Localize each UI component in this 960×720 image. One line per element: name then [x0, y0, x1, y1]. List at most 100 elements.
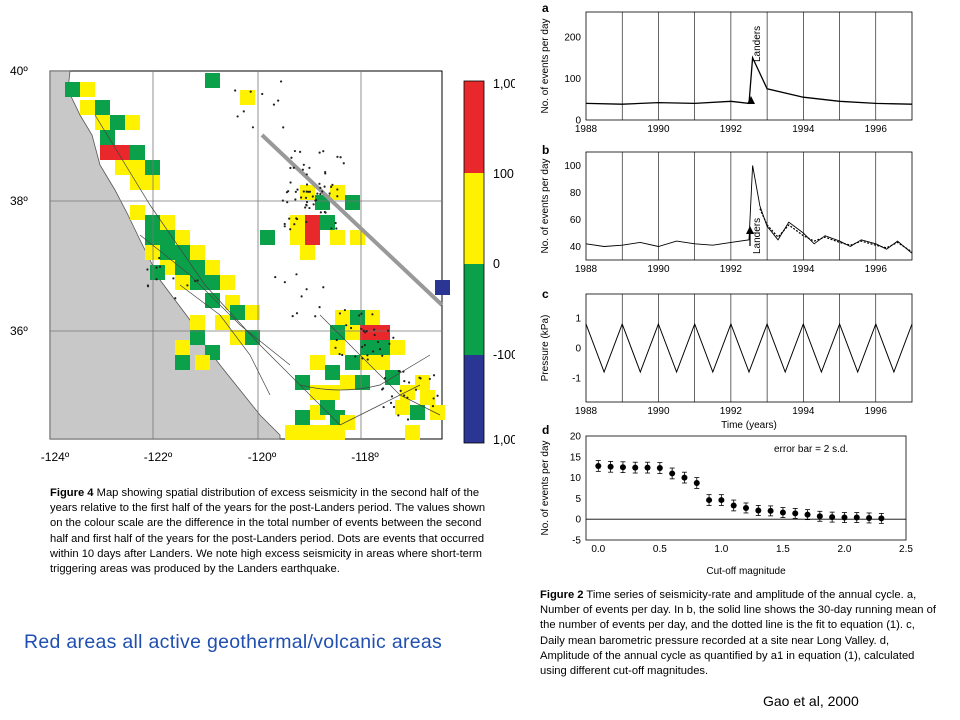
map-event-dot — [330, 227, 333, 230]
map-event-dot — [381, 388, 384, 391]
map-event-dot — [403, 380, 406, 383]
map-event-dot — [305, 203, 308, 206]
map-event-dot — [299, 150, 302, 153]
citation-credit: Gao et al, 2000 — [763, 693, 859, 709]
map-event-dot — [304, 206, 307, 209]
map-event-dot — [403, 394, 406, 397]
map-event-dot — [335, 227, 338, 230]
map-event-dot — [286, 201, 289, 204]
map-cell — [130, 160, 145, 175]
y-tick-label: 0 — [575, 515, 581, 526]
map-cell — [205, 293, 220, 308]
map-event-dot — [365, 329, 368, 333]
figure2-caption: Figure 2 Time series of seismicity-rate … — [540, 588, 940, 679]
map-event-dot — [321, 190, 324, 193]
map-event-dot — [432, 374, 436, 377]
y-tick-label: -5 — [572, 536, 581, 547]
map-cell — [95, 100, 110, 115]
map-event-dot — [283, 222, 286, 226]
map-event-dot — [361, 357, 364, 360]
y-tick-label: 1 — [575, 314, 581, 325]
map-event-dot — [376, 340, 380, 344]
map-cell — [205, 275, 220, 290]
y-tick-label: 100 — [564, 161, 581, 172]
panel-c: c -1 0 1 1988 1990 1992 1994 1996 Pressure (kP… — [540, 287, 913, 431]
map-event-dot — [305, 200, 309, 204]
figure4-map: 40º 38º 36º -124º -122º -120º -118º 1,00… — [10, 64, 515, 464]
colorbar-yellow — [464, 173, 484, 264]
map-cell — [190, 245, 205, 260]
map-event-dot — [354, 355, 357, 358]
map-cell — [100, 130, 115, 145]
map-event-dot — [349, 326, 353, 330]
map-event-dot — [277, 99, 280, 102]
x-tick-label: 0.5 — [653, 544, 667, 555]
lon-label-120: -120º — [248, 450, 277, 464]
data-point — [644, 464, 651, 471]
panel-b: b 40 60 80 100 1988 1990 1992 1994 1996 No. of … — [540, 143, 913, 275]
map-event-dot — [274, 275, 277, 279]
map-event-dot — [381, 354, 384, 357]
panel-d-xlabel: Cut-off magnitude — [706, 566, 786, 577]
data-point — [841, 514, 848, 521]
panel-d-annotation: error bar = 2 s.d. — [774, 444, 848, 455]
map-cell — [110, 115, 125, 130]
figure4-caption-text: Map showing spatial distribution of exce… — [50, 487, 486, 576]
data-point — [681, 474, 688, 481]
map-cell — [360, 340, 375, 355]
map-event-dot — [158, 265, 162, 268]
map-lon-labels: -124º -122º -120º -118º — [41, 450, 380, 464]
colorbar: 1,000 100 0 -100 1,000 — [463, 77, 515, 447]
lon-label-124: -124º — [41, 450, 70, 464]
map-cell — [330, 230, 345, 245]
map-event-dot — [316, 192, 319, 195]
y-tick-label: 100 — [564, 74, 581, 85]
map-event-dot — [338, 352, 341, 356]
x-tick-label: 1994 — [792, 406, 815, 417]
x-tick-label: 1994 — [792, 264, 815, 275]
map-event-dot — [289, 181, 292, 184]
map-cell — [130, 175, 145, 190]
data-point — [878, 515, 885, 522]
map-event-dot — [172, 277, 175, 280]
map-event-dot — [295, 312, 299, 315]
map-event-dot — [362, 329, 365, 332]
map-event-dot — [323, 210, 326, 214]
map-cell — [145, 230, 160, 245]
map-cell — [150, 265, 165, 280]
map-event-dot — [305, 288, 308, 291]
map-event-dot — [406, 396, 409, 399]
data-point — [669, 470, 676, 477]
map-lat-labels: 40º 38º 36º — [10, 64, 28, 338]
map-cell — [190, 260, 205, 275]
lon-label-118: -118º — [351, 450, 379, 464]
map-event-dot — [334, 221, 337, 225]
map-event-dot — [293, 223, 296, 226]
map-event-dot — [242, 110, 245, 113]
map-cell — [160, 215, 175, 230]
map-event-dot — [301, 168, 305, 171]
map-event-dot — [336, 195, 339, 198]
panel-d-letter: d — [542, 423, 549, 437]
map-event-dot — [431, 404, 435, 408]
map-event-dot — [291, 315, 294, 318]
map-event-dot — [292, 166, 295, 169]
data-point — [743, 504, 749, 511]
map-cell — [375, 325, 390, 340]
map-cell — [230, 305, 245, 320]
map-event-dot — [308, 166, 311, 169]
panel-c-letter: c — [542, 287, 549, 301]
lat-label-40: 40º — [10, 64, 28, 78]
map-cell — [330, 340, 345, 355]
map-event-dot — [196, 279, 199, 282]
map-cell — [175, 230, 190, 245]
map-cell — [160, 230, 175, 245]
data-point — [767, 507, 774, 514]
y-tick-label: -1 — [572, 374, 581, 385]
panel-a-landers-marker — [747, 96, 755, 104]
x-tick-label: 1.5 — [776, 544, 790, 555]
map-event-dot — [308, 206, 311, 210]
figure2-caption-text: Time series of seismicity-rate and ampli… — [540, 589, 936, 678]
map-event-dot — [428, 377, 431, 381]
